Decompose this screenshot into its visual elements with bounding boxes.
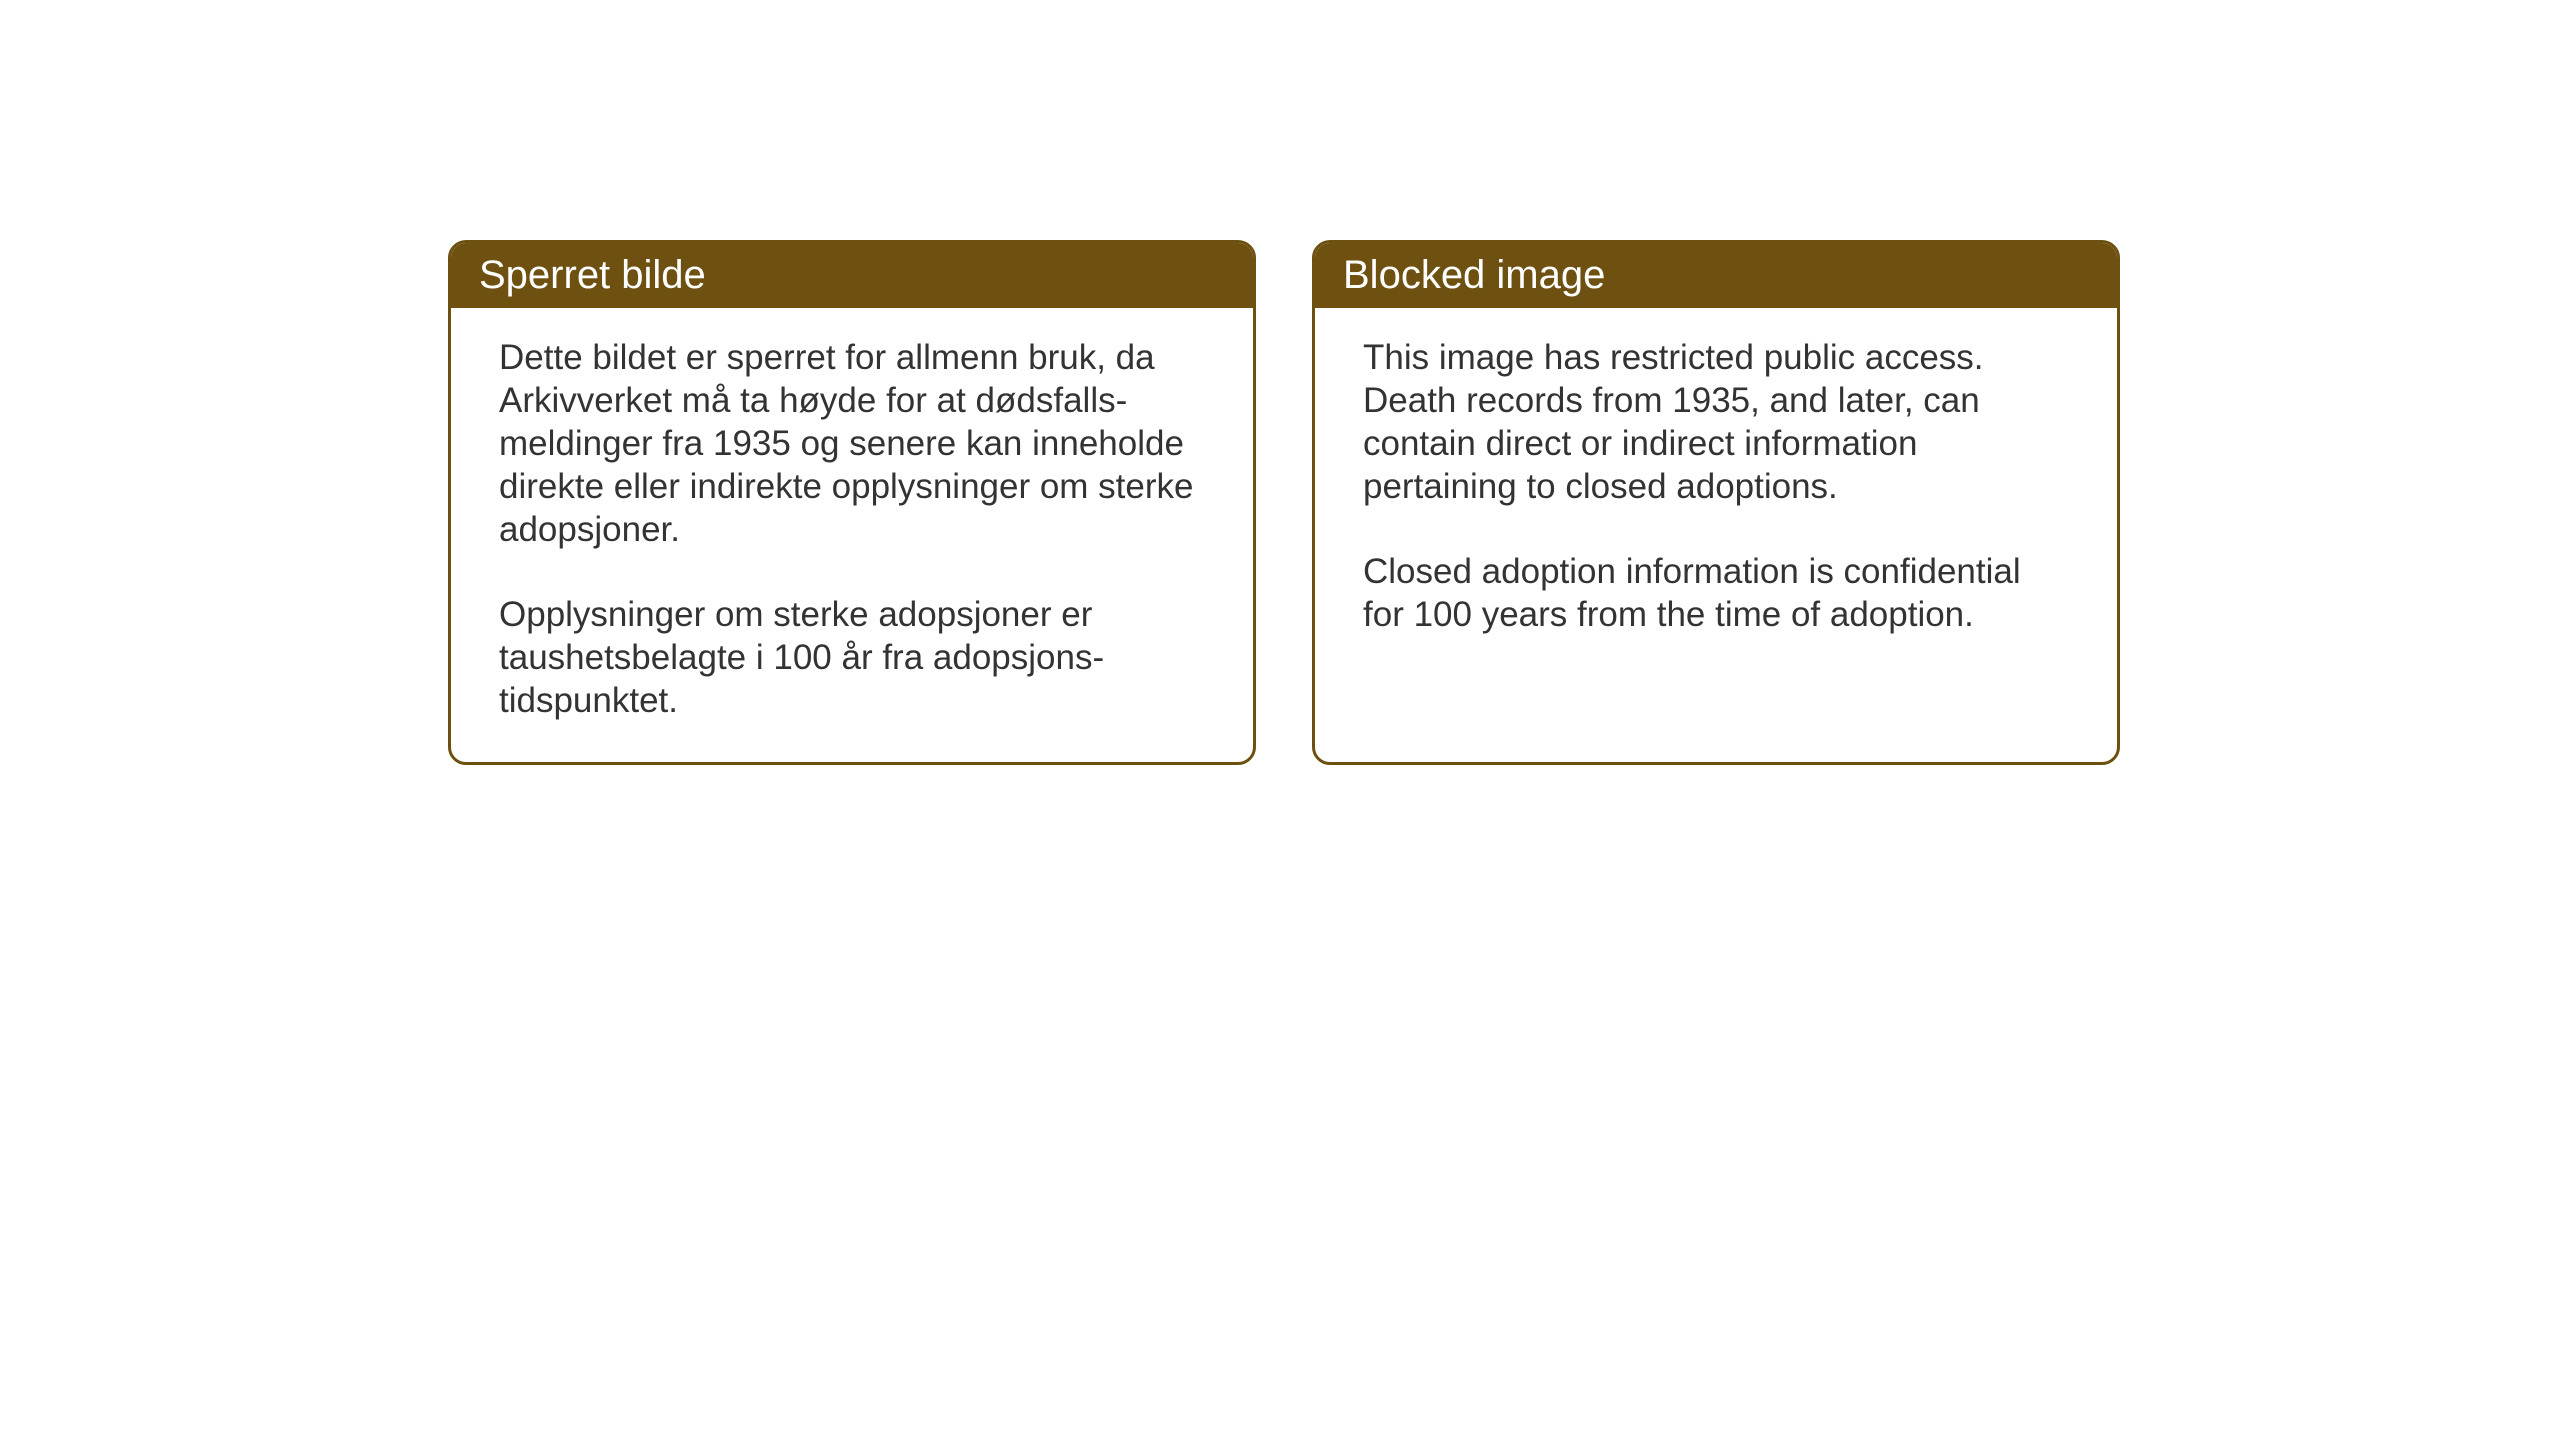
notice-header-norwegian: Sperret bilde [451, 243, 1253, 308]
notice-paragraph-2-english: Closed adoption information is confident… [1363, 550, 2069, 636]
notice-paragraph-1-norwegian: Dette bildet er sperret for allmenn bruk… [499, 336, 1205, 551]
notice-card-english: Blocked image This image has restricted … [1312, 240, 2120, 765]
notice-paragraph-2-norwegian: Opplysninger om sterke adopsjoner er tau… [499, 593, 1205, 722]
notice-body-english: This image has restricted public access.… [1315, 308, 2117, 748]
notice-card-norwegian: Sperret bilde Dette bildet er sperret fo… [448, 240, 1256, 765]
notice-header-english: Blocked image [1315, 243, 2117, 308]
notice-paragraph-1-english: This image has restricted public access.… [1363, 336, 2069, 508]
notice-title-norwegian: Sperret bilde [479, 253, 706, 297]
notice-container: Sperret bilde Dette bildet er sperret fo… [448, 240, 2120, 765]
notice-title-english: Blocked image [1343, 253, 1605, 297]
notice-body-norwegian: Dette bildet er sperret for allmenn bruk… [451, 308, 1253, 762]
